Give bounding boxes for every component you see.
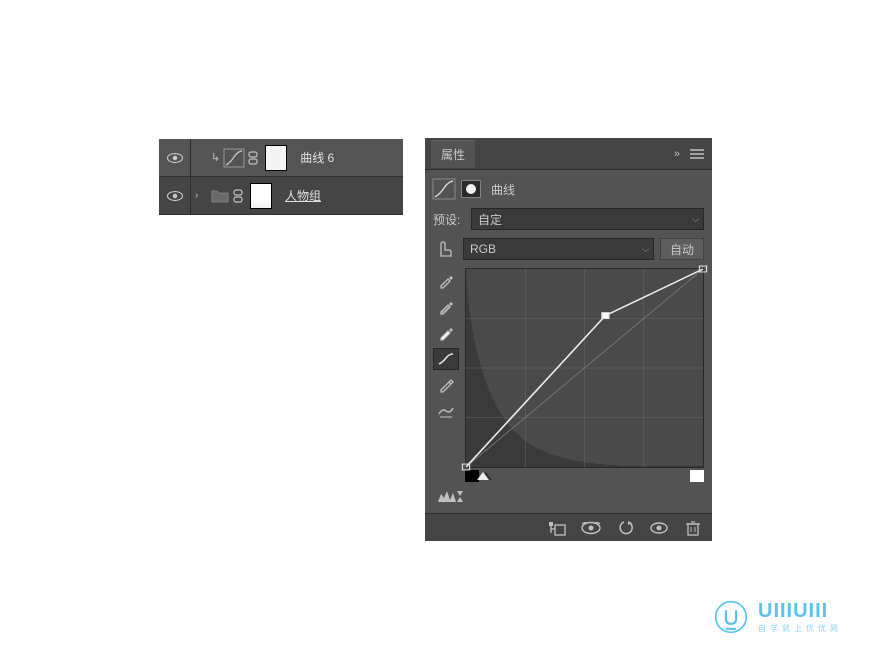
watermark: UIIIUIII 自学就上优优网: [714, 600, 842, 634]
auto-button[interactable]: 自动: [660, 238, 704, 260]
eye-icon: [166, 152, 184, 164]
eyedropper-black-icon[interactable]: [433, 270, 459, 292]
curves-type-icon[interactable]: [433, 179, 455, 199]
histogram-clipping-icon[interactable]: [437, 488, 704, 507]
pencil-tool-icon[interactable]: [433, 374, 459, 396]
smooth-tool-icon[interactable]: [433, 400, 459, 422]
mask-thumbnail[interactable]: [262, 143, 290, 173]
curve-area: [433, 268, 704, 468]
watermark-title: UIIIUIII: [758, 600, 842, 623]
properties-panel: 属性 » 曲线 预设: 自定 ⌵ RGB ⌵: [425, 138, 712, 541]
layers-panel: ↳ 曲线 6 › 人物组: [159, 139, 403, 215]
layer-row-curves[interactable]: ↳ 曲线 6: [159, 139, 403, 177]
curve-grid[interactable]: [465, 268, 704, 468]
collapse-icon[interactable]: »: [674, 148, 680, 160]
panel-menu-icon[interactable]: [688, 147, 706, 161]
tab-label: 属性: [441, 146, 465, 163]
layer-name-label: 曲线 6: [300, 149, 334, 166]
clip-indicator-icon: ↳: [211, 151, 220, 164]
black-point-icon: [465, 470, 479, 482]
indent-spacer: [195, 152, 207, 163]
properties-tab[interactable]: 属性: [431, 140, 475, 168]
panel-bottom-bar: [425, 513, 712, 541]
eyedropper-gray-icon[interactable]: [433, 296, 459, 318]
curve-input-slider[interactable]: [433, 470, 704, 484]
toggle-visibility-icon[interactable]: [648, 517, 670, 539]
reset-icon[interactable]: [614, 517, 636, 539]
chevron-down-icon: ⌵: [642, 244, 649, 255]
auto-label: 自动: [670, 241, 694, 258]
link-icon: [233, 189, 243, 203]
eye-icon: [166, 190, 184, 202]
link-icon: [248, 151, 258, 165]
preset-row: 预设: 自定 ⌵: [433, 206, 704, 232]
curves-adjustment-icon: [224, 149, 244, 167]
watermark-logo-icon: [714, 600, 748, 634]
mask-type-icon[interactable]: [461, 180, 481, 198]
visibility-toggle[interactable]: [159, 139, 191, 176]
delete-icon[interactable]: [682, 517, 704, 539]
preset-value: 自定: [478, 211, 502, 228]
layer-content: › 人物组: [191, 181, 403, 211]
layer-type-label: 曲线: [491, 181, 515, 198]
channel-row: RGB ⌵ 自动: [433, 236, 704, 262]
panel-content: 曲线 预设: 自定 ⌵ RGB ⌵ 自动: [425, 170, 712, 513]
expand-arrow-icon[interactable]: ›: [195, 190, 207, 201]
curve-tools: [433, 268, 465, 468]
chevron-down-icon: ⌵: [692, 214, 699, 225]
folder-icon: [211, 189, 229, 203]
white-point-icon: [690, 470, 704, 482]
panel-tabbar: 属性 »: [425, 138, 712, 170]
channel-dropdown[interactable]: RGB ⌵: [463, 238, 654, 260]
curve-point-tool-icon[interactable]: [433, 348, 459, 370]
eyedropper-white-icon[interactable]: [433, 322, 459, 344]
layer-type-row: 曲线: [433, 176, 704, 202]
channel-value: RGB: [470, 242, 496, 256]
mask-thumbnail[interactable]: [247, 181, 275, 211]
visibility-toggle[interactable]: [159, 177, 191, 214]
view-previous-icon[interactable]: [580, 517, 602, 539]
preset-dropdown[interactable]: 自定 ⌵: [471, 208, 704, 230]
preset-label: 预设:: [433, 211, 465, 228]
layer-row-group[interactable]: › 人物组: [159, 177, 403, 215]
layer-content: ↳ 曲线 6: [191, 143, 403, 173]
layer-name-label: 人物组: [285, 187, 321, 204]
clip-to-layer-icon[interactable]: [546, 517, 568, 539]
target-adjust-icon[interactable]: [433, 240, 457, 258]
watermark-subtitle: 自学就上优优网: [758, 623, 842, 634]
